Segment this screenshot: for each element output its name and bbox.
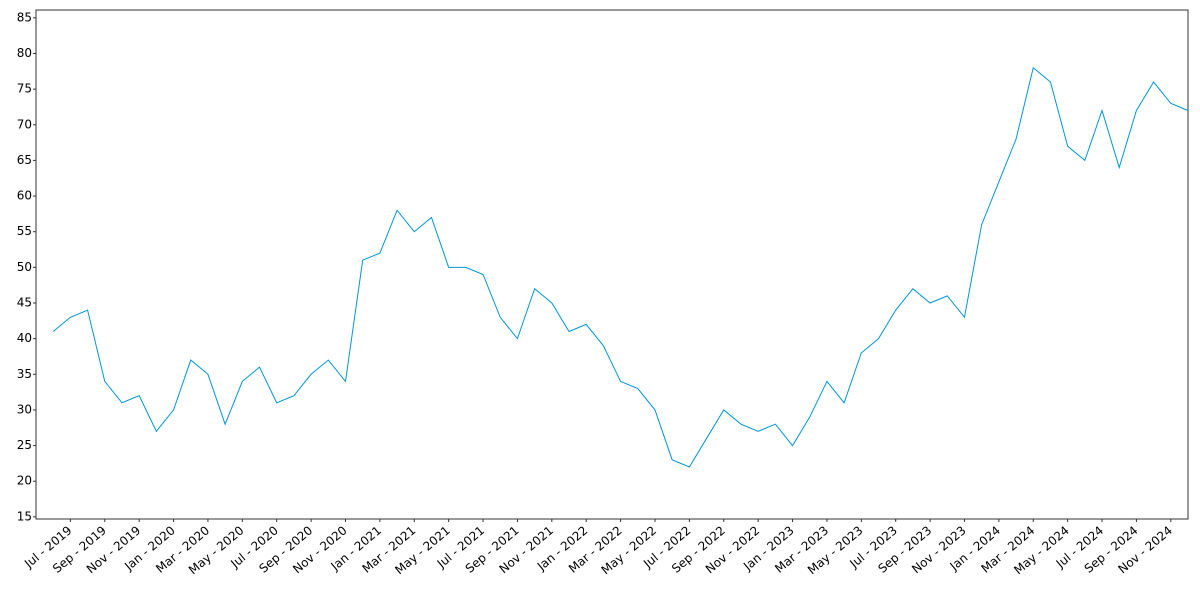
y-tick-label: 80 — [17, 46, 32, 60]
y-tick-label: 70 — [17, 117, 32, 131]
y-tick-label: 40 — [17, 331, 32, 345]
y-tick-label: 30 — [17, 402, 32, 416]
y-tick-label: 20 — [17, 474, 32, 488]
y-tick-label: 85 — [17, 10, 32, 24]
y-tick-label: 75 — [17, 82, 32, 96]
y-tick-label: 35 — [17, 367, 32, 381]
line — [52, 66, 1189, 468]
y-tick-label: 25 — [17, 438, 32, 452]
y-tick-label: 65 — [17, 153, 32, 167]
y-tick-label: 15 — [17, 509, 32, 523]
plot-frame — [35, 9, 1189, 520]
y-tick-label: 50 — [17, 260, 32, 274]
y-tick-label: 45 — [17, 295, 32, 309]
y-tick-label: 60 — [17, 189, 32, 203]
y-tick-label: 55 — [17, 224, 32, 238]
